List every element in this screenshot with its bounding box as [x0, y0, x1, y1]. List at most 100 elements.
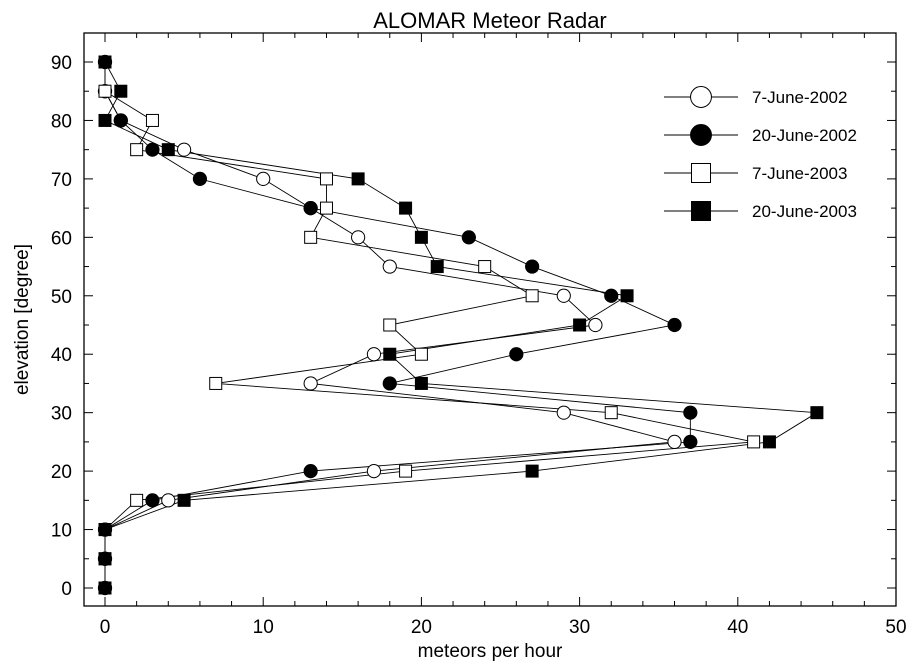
marker-filled-circle	[382, 376, 397, 391]
marker-filled-circle	[667, 317, 682, 333]
marker-filled-square	[98, 581, 112, 595]
x-axis: 0 10 20 30 40 50	[100, 33, 907, 638]
marker-filled-square	[383, 347, 397, 361]
series-markers-filled-circle	[97, 54, 698, 596]
series-line	[104, 62, 754, 588]
legend-label: 20-June-2003	[752, 202, 857, 221]
y-tick-label: 0	[61, 579, 72, 600]
marker-filled-square	[98, 523, 112, 537]
marker-open-square	[383, 318, 397, 332]
marker-open-square	[209, 376, 223, 390]
marker-filled-square	[98, 113, 112, 127]
series-layer	[97, 54, 824, 596]
y-tick-label: 10	[51, 521, 72, 542]
marker-filled-circle	[683, 405, 698, 420]
series-line	[104, 62, 691, 588]
y-tick-label: 40	[51, 345, 72, 366]
marker-open-square	[525, 289, 539, 303]
marker-open-circle	[366, 347, 382, 362]
chart-title: ALOMAR Meteor Radar	[373, 8, 607, 33]
marker-open-square	[399, 464, 413, 478]
y-tick-label: 80	[51, 111, 72, 132]
legend-marker	[691, 201, 711, 221]
x-tick-label: 40	[727, 617, 748, 638]
plot-border	[83, 32, 897, 607]
marker-filled-square	[430, 260, 444, 274]
legend-label: 7-June-2002	[752, 88, 847, 107]
marker-filled-circle	[145, 142, 160, 157]
series-filled-circle	[104, 62, 691, 588]
marker-filled-square	[414, 230, 428, 244]
marker-filled-circle	[509, 347, 524, 362]
marker-filled-square	[810, 406, 824, 420]
marker-open-circle	[177, 142, 192, 157]
y-tick-label: 20	[51, 462, 72, 483]
x-tick-label: 20	[411, 617, 432, 638]
marker-open-circle	[161, 493, 176, 508]
marker-filled-circle	[525, 259, 540, 274]
marker-open-square	[478, 260, 492, 274]
marker-filled-square	[573, 318, 587, 332]
marker-open-square	[130, 143, 144, 157]
marker-filled-circle	[145, 493, 160, 508]
marker-filled-square	[414, 376, 428, 390]
marker-filled-circle	[113, 113, 128, 128]
marker-filled-square	[161, 143, 175, 157]
marker-open-square	[747, 435, 761, 449]
marker-open-circle	[556, 405, 571, 420]
y-axis-label: elevation [degree]	[12, 244, 33, 395]
marker-open-circle	[351, 230, 366, 245]
marker-filled-square	[114, 84, 128, 98]
legend-label: 20-June-2002	[752, 126, 857, 145]
x-tick-label: 30	[569, 617, 590, 638]
marker-filled-square	[399, 201, 413, 215]
y-axis: 0 10 20 30 40 50 60 70 80 90	[51, 53, 896, 600]
marker-open-circle	[303, 376, 318, 391]
x-tick-label: 0	[100, 617, 111, 638]
legend-label: 7-June-2003	[752, 164, 847, 183]
marker-filled-square	[177, 493, 191, 507]
y-tick-label: 30	[51, 404, 72, 425]
marker-filled-square	[762, 435, 776, 449]
legend: 7-June-2002 20-June-2002 7-June-2003 20-Jun…	[664, 86, 857, 221]
marker-open-circle	[588, 317, 603, 333]
x-axis-label: meteors per hour	[418, 641, 563, 662]
marker-open-circle	[667, 434, 682, 449]
marker-filled-square	[98, 552, 112, 566]
marker-open-square	[319, 172, 333, 186]
marker-open-circle	[256, 171, 271, 186]
plot-area	[83, 32, 897, 607]
y-tick-label: 90	[51, 53, 72, 74]
marker-filled-circle	[303, 464, 318, 479]
legend-marker	[690, 124, 712, 146]
marker-open-square	[98, 84, 112, 98]
series-markers-open-square	[98, 55, 761, 595]
x-tick-label: 10	[253, 617, 274, 638]
marker-open-square	[414, 347, 428, 361]
y-tick-label: 50	[51, 287, 72, 308]
legend-marker	[691, 163, 711, 183]
marker-filled-circle	[683, 434, 698, 449]
marker-open-circle	[382, 259, 397, 274]
marker-filled-square	[351, 172, 365, 186]
series-markers-filled-square	[98, 55, 824, 595]
marker-filled-circle	[604, 288, 619, 303]
marker-filled-square	[98, 55, 112, 69]
series-open-square	[104, 62, 754, 588]
marker-open-square	[130, 493, 144, 507]
legend-marker	[690, 86, 712, 108]
marker-filled-circle	[192, 171, 208, 186]
y-tick-label: 60	[51, 228, 72, 249]
marker-filled-circle	[303, 201, 318, 216]
marker-open-square	[319, 201, 333, 215]
y-tick-label: 70	[51, 170, 72, 191]
marker-open-square	[304, 230, 318, 244]
marker-open-square	[145, 113, 159, 127]
marker-filled-square	[525, 464, 539, 478]
marker-open-circle	[366, 464, 382, 479]
marker-open-square	[604, 406, 618, 420]
x-tick-label: 50	[885, 617, 906, 638]
marker-filled-square	[620, 289, 634, 303]
marker-open-circle	[556, 288, 571, 303]
